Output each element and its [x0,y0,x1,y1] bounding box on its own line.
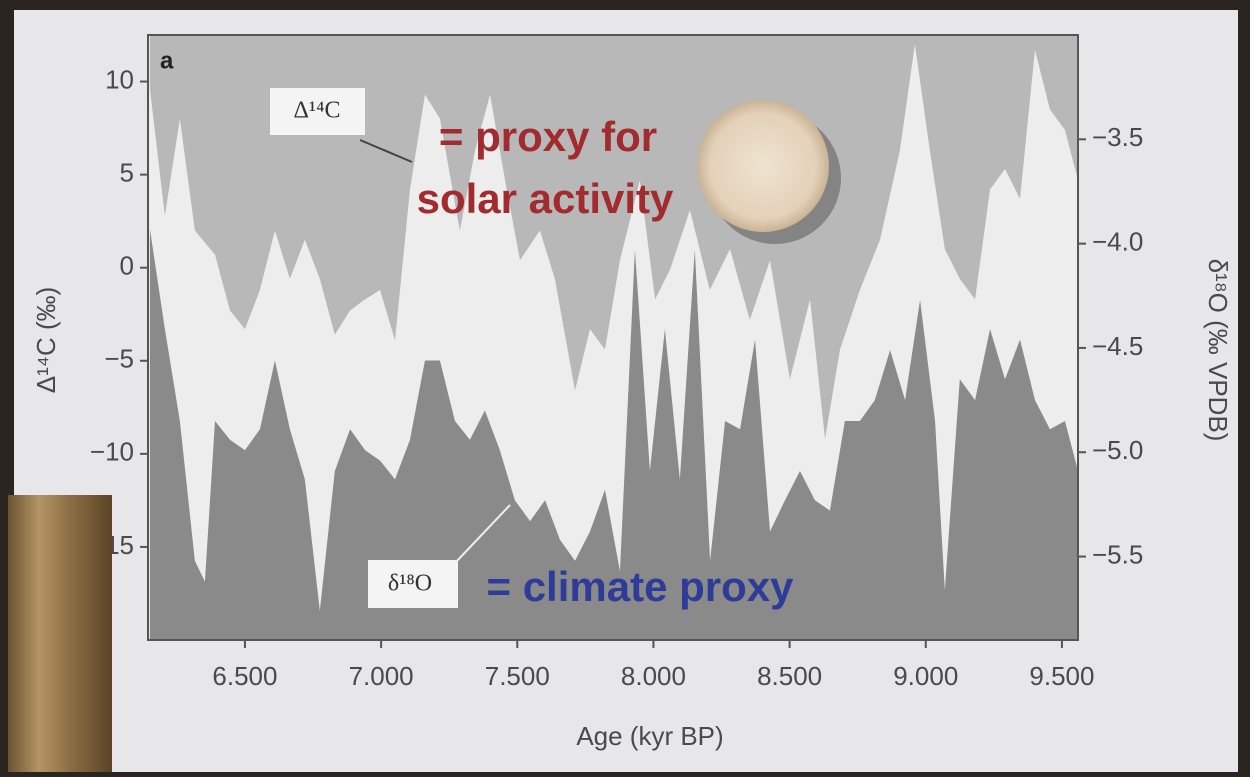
tree-disc [697,100,829,232]
y-tick-label: −10 [90,437,134,467]
leader-line [359,139,413,163]
annotation: = climate proxy [487,563,795,610]
annotation: solar activity [417,175,674,222]
x-tick-label: 9.000 [893,661,958,691]
label-box [368,560,458,608]
y2-tick-label: −5.5 [1092,539,1143,569]
series-label: δ¹⁸O [388,571,432,597]
x-tick-label: 7.500 [485,661,550,691]
area [149,35,1078,439]
x-axis-label: Age (kyr BP) [576,721,723,751]
x-tick-label: 8.500 [757,661,822,691]
label-box [270,88,365,135]
y2-tick-label: −4.0 [1092,226,1143,256]
y-tick-label: −5 [104,344,134,374]
y2-tick-label: −4.5 [1092,331,1143,361]
x-tick-label: 7.000 [349,661,414,691]
y-axis-label: Δ¹⁴C (‰) [31,287,61,394]
panel-label: a [160,47,174,74]
plot-frame [147,34,1079,641]
wood-photo [8,495,112,772]
area [149,229,1078,640]
x-tick-label: 9.500 [1029,661,1094,691]
y-tick-label: 5 [120,157,134,187]
y2-tick-label: −3.5 [1092,122,1143,152]
x-tick-label: 6.500 [212,661,277,691]
y-tick-label: 10 [105,64,134,94]
y2-tick-label: −5.0 [1092,435,1143,465]
photo-border [0,0,1250,10]
series-label: Δ¹⁴C [293,98,340,124]
y-tick-label: 0 [120,251,134,281]
leader-line [454,504,511,564]
annotation: = proxy for [439,113,657,160]
x-tick-label: 8.000 [621,661,686,691]
y2-axis-label: δ¹⁸O (‰ VPDB) [1203,259,1233,442]
